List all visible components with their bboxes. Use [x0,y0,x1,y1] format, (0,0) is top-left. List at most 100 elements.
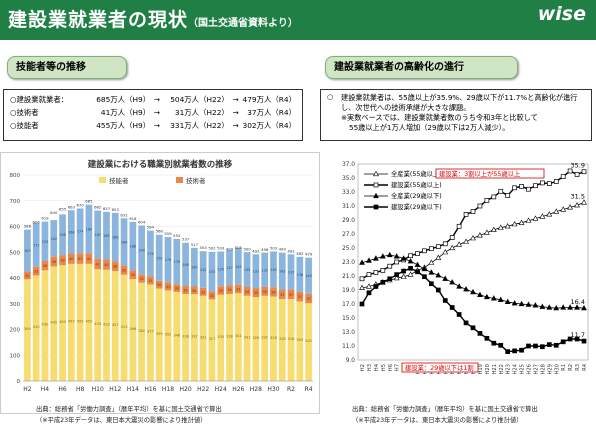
workforce-summary-box: ○建設業就業者： 685万人（H9） → 504万人（H22） → 479万人（… [3,89,303,141]
skilled-label: 341 [235,334,242,338]
other-label: 143 [235,265,241,269]
bar-segment [103,259,110,270]
x-tick-label: H14 [127,386,139,393]
bar-segment [261,252,269,287]
summary-value: 302万人（R4） [242,121,297,130]
total-label: 492 [287,248,295,253]
bar-segment [191,247,198,287]
bar-segment [24,229,31,272]
bar-segment [208,299,216,381]
point-marker [470,234,476,241]
summary-value: 31万人（H22） [174,108,229,117]
total-label: 670 [76,202,84,207]
bar-segment [226,285,233,294]
point-marker [519,184,524,189]
skilled-label: 427 [112,323,119,327]
summary-row-total: ○建設業就業者： 685万人（H9） → 504万人（H22） → 479万人（… [10,93,296,106]
summary-value: 504万人（H22） [170,95,229,104]
x-tick-label: H21 [492,364,498,375]
engineer-label: 41 [78,257,82,261]
point-marker [553,304,560,311]
point-marker [532,302,539,308]
other-label: 140 [305,274,311,278]
total-label: 559 [164,231,172,236]
bar-segment [234,284,242,294]
x-tick-label: H12 [109,386,121,393]
other-label: 176 [165,258,171,262]
point-marker [373,270,379,275]
point-marker [393,274,400,281]
x-tick-label: R2 [287,386,295,393]
engineer-label: 34 [131,273,135,277]
other-label: 171 [33,243,39,247]
y-tick-label: 13.0 [342,330,355,336]
bar-segment [243,295,251,381]
engineer-label: 34 [227,288,231,292]
summary-value: 331万人（H22） [170,121,229,130]
bar-segment [296,301,304,381]
engineer-label: 37 [298,295,302,299]
bar-segment [67,263,75,381]
bar-segment [173,291,181,381]
engineer-label: 40 [104,263,108,267]
x-tick-label: H18 [162,386,174,393]
skilled-label: 455 [68,319,75,323]
bar-segment [129,221,137,271]
y-tick-label: 9.0 [346,358,356,364]
other-label: 158 [59,233,65,237]
point-marker [442,241,448,247]
point-marker [470,288,476,295]
x-tick-label: H22 [499,364,505,375]
point-marker [490,295,497,301]
arrow-icon: → [232,121,239,130]
point-marker [401,268,406,274]
bar-segment [111,271,119,381]
total-label: 685 [85,199,93,204]
bar-segment [111,212,119,262]
skilled-label: 434 [94,322,102,326]
other-label: 153 [209,270,215,274]
arrow-icon: → [232,95,239,104]
bar-segment [24,271,31,280]
x-tick-label: H6 [58,386,67,393]
bar-segment [296,291,304,302]
engineer-label: 31 [166,285,170,289]
x-tick-label: H28 [250,386,262,393]
other-label: 176 [174,260,180,264]
arrow-icon: → [153,108,160,117]
engineer-label: 36 [271,290,275,294]
total-label: 482 [296,251,304,256]
point-marker [581,169,587,175]
skilled-label: 413 [121,325,128,329]
x-tick-label: H6 [388,364,394,371]
other-label: 168 [68,230,74,234]
point-marker [442,248,449,255]
engineer-label: 31 [201,290,205,294]
summary-label: ○技術者 [10,108,39,117]
y-tick-label: 27.0 [342,232,355,238]
other-label: 188 [112,236,118,240]
other-label: 142 [200,268,206,272]
other-label: 142 [51,237,57,241]
right-footnote: （※平成23年データは、東日本大震災の影響により推計値） [352,417,523,424]
point-marker [449,305,455,310]
bar-segment [59,214,66,256]
y-tick-label: 25.0 [342,246,355,252]
brand-logo: wise [537,3,586,25]
point-marker [497,296,504,302]
x-tick-label: H30 [554,364,560,375]
legend-marker [373,204,379,210]
point-marker [407,271,414,277]
x-tick-label: H8 [76,386,85,393]
point-marker [408,265,413,271]
bar-segment [32,266,40,276]
skilled-label: 338 [182,334,190,338]
other-label: 131 [253,270,259,274]
engineer-label: 37 [289,293,293,297]
point-marker [463,212,469,217]
aging-note-line2: 55歳以上が1万人増加（29歳以下は2万人減少）。 [349,123,510,132]
point-marker [386,251,393,258]
summary-value: 685万人（H9） [96,95,151,104]
skilled-label: 326 [252,336,260,340]
